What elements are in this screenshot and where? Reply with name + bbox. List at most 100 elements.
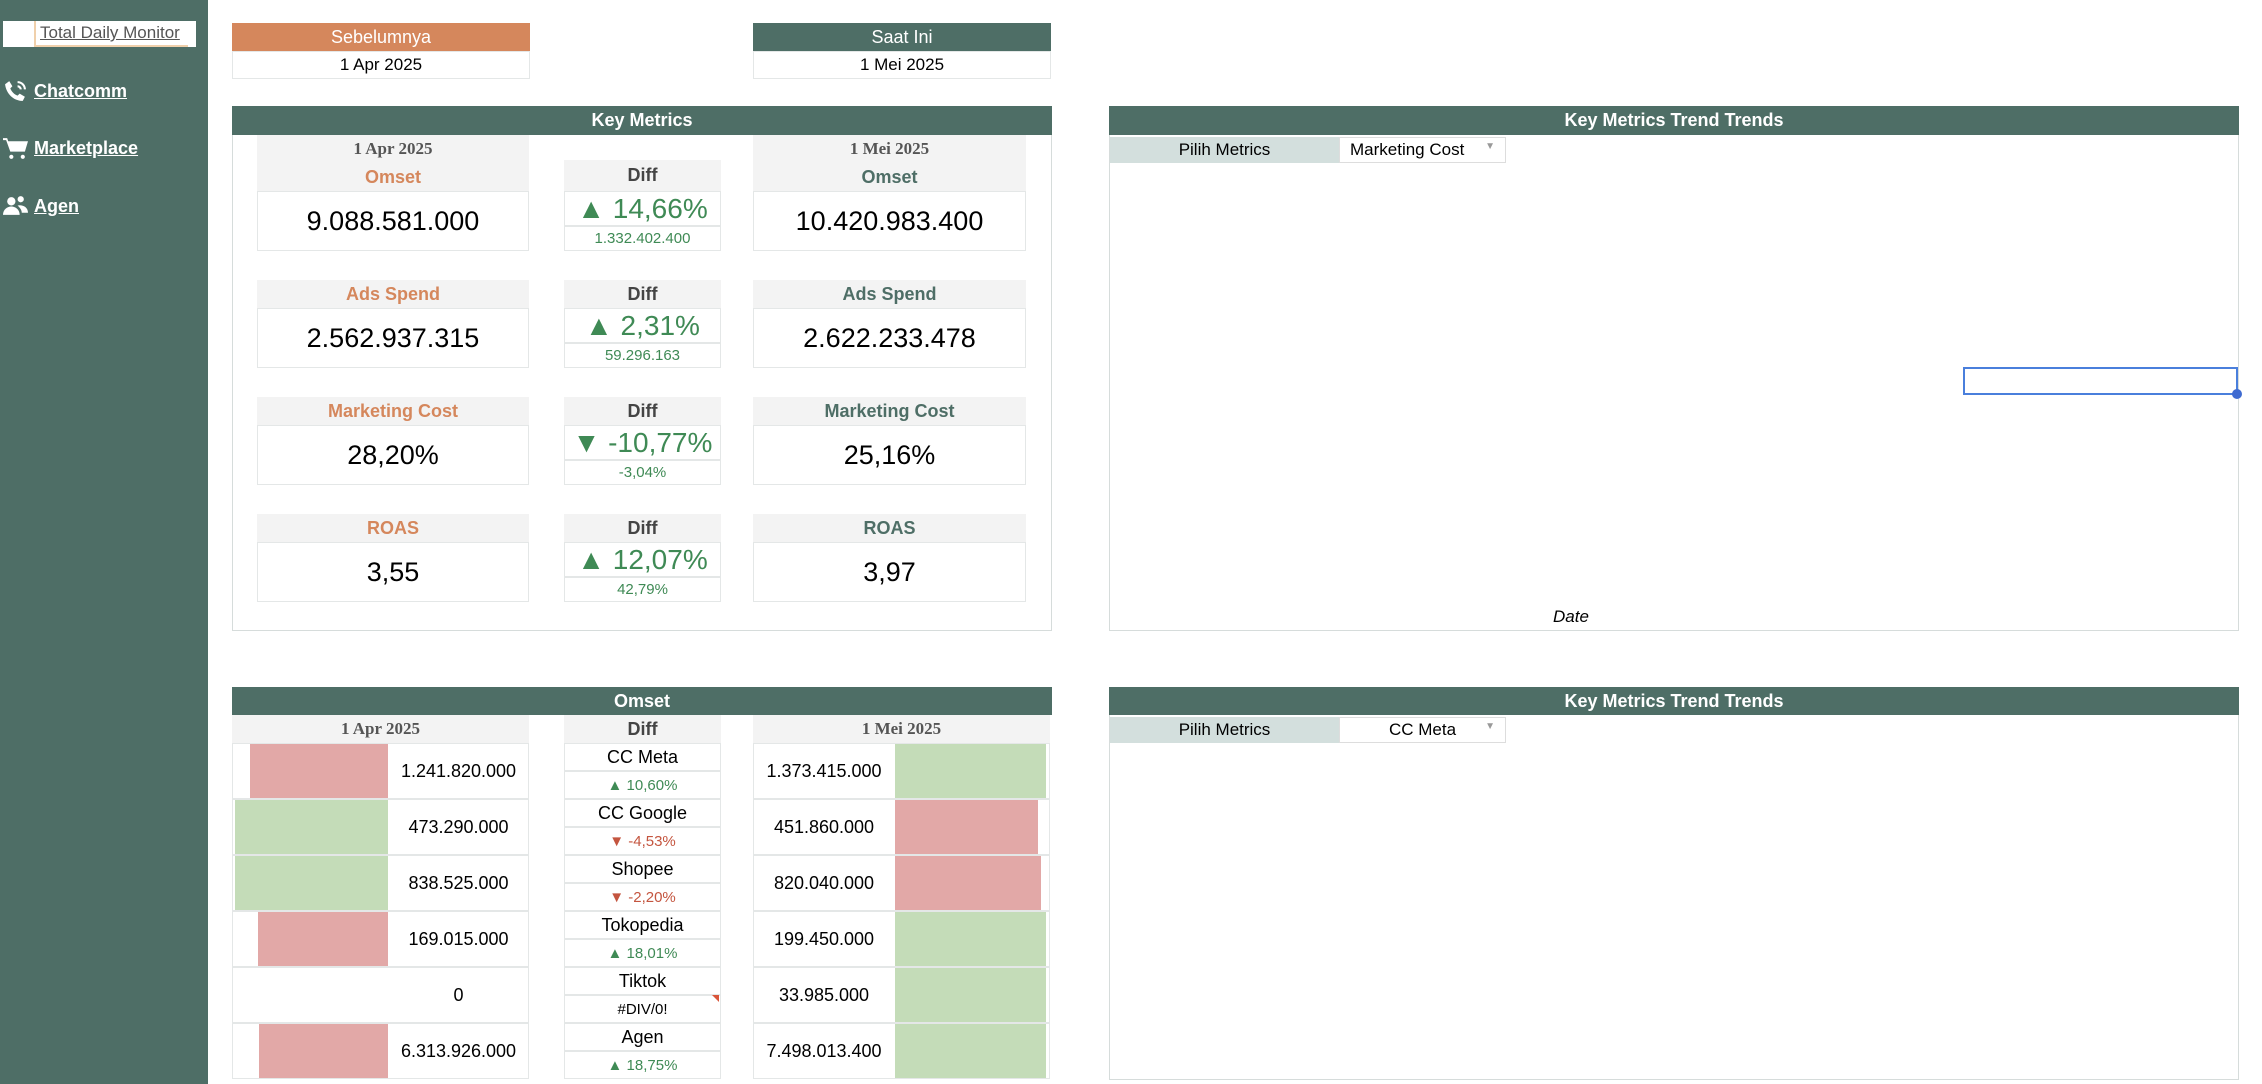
sidebar-item-chatcomm[interactable]: Chatcomm (3, 79, 127, 104)
channel-diff: ▲ 18,01% (564, 939, 721, 967)
channel-diff: ▲ 18,75% (564, 1051, 721, 1079)
channel-diff: #DIV/0! (564, 995, 721, 1023)
chevron-down-icon: ▼ (1485, 721, 1495, 732)
metric-label-curr: Ads Spend (753, 280, 1026, 308)
metric-label-curr: Omset (753, 163, 1026, 191)
metric-value-curr: 10.420.983.400 (753, 191, 1026, 251)
channel-name: CC Google (564, 799, 721, 827)
metric-label-curr: ROAS (753, 514, 1026, 542)
metric-value-curr: 3,97 (753, 542, 1026, 602)
key-metrics-curr-date: 1 Mei 2025 (753, 135, 1026, 163)
sidebar-item-marketplace[interactable]: Marketplace (3, 136, 138, 161)
metric-label-prev: Omset (257, 163, 529, 191)
current-period-header: Saat Ini (753, 23, 1051, 51)
diff-label: Diff (564, 397, 721, 425)
metric-dropdown-bottom[interactable]: CC Meta ▼ (1339, 717, 1506, 743)
current-date-cell[interactable]: 1 Mei 2025 (753, 51, 1051, 79)
error-comment-marker-icon (712, 995, 719, 1002)
diff-absolute: 1.332.402.400 (564, 226, 721, 251)
x-axis-label: Date (1553, 607, 1589, 626)
key-metrics-prev-date: 1 Apr 2025 (257, 135, 529, 163)
omset-prev-date: 1 Apr 2025 (232, 715, 529, 743)
chevron-down-icon: ▼ (1485, 141, 1495, 152)
omset-value-prev: 6.313.926.000 (400, 1040, 517, 1061)
data-bar-prev (259, 1024, 388, 1078)
channel-diff: ▲ 10,60% (564, 771, 721, 799)
omset-value-curr: 33.985.000 (778, 984, 870, 1005)
key-metrics-title: Key Metrics (232, 106, 1052, 135)
metric-value-prev: 2.562.937.315 (257, 308, 529, 368)
omset-value-prev: 838.525.000 (408, 872, 509, 893)
users-icon (3, 196, 28, 215)
data-bar-curr (895, 856, 1041, 910)
sidebar-item-total-daily-monitor[interactable]: Total Daily Monitor (3, 21, 196, 47)
trend-title-bottom: Key Metrics Trend Trends (1109, 687, 2239, 715)
metric-label-curr: Marketing Cost (753, 397, 1026, 425)
fill-handle[interactable] (2232, 389, 2242, 399)
sidebar-item-agen[interactable]: Agen (3, 194, 79, 219)
data-bar-prev (250, 744, 388, 798)
data-bar-curr (895, 1024, 1046, 1078)
diff-label: Diff (564, 514, 721, 542)
omset-value-curr: 199.450.000 (773, 928, 875, 949)
sidebar-item-label: Agen (34, 196, 79, 216)
diff-percent: ▼ -10,77% (564, 425, 721, 460)
cart-icon (3, 138, 28, 159)
metric-value-prev: 9.088.581.000 (257, 191, 529, 251)
diff-label: Diff (564, 160, 721, 191)
metric-label-prev: ROAS (257, 514, 529, 542)
diff-percent: ▲ 12,07% (564, 542, 721, 577)
diff-absolute: 42,79% (564, 577, 721, 602)
diff-percent: ▲ 14,66% (564, 191, 721, 226)
metric-value-prev: 28,20% (257, 425, 529, 485)
omset-curr-date: 1 Mei 2025 (753, 715, 1050, 743)
bars-icon (3, 24, 28, 44)
previous-date-cell[interactable]: 1 Apr 2025 (232, 51, 530, 79)
omset-value-prev: 169.015.000 (408, 928, 509, 949)
pick-metrics-label-bottom: Pilih Metrics (1110, 717, 1339, 743)
omset-value-prev: 0 (453, 984, 464, 1005)
pick-metrics-label-top: Pilih Metrics (1110, 137, 1339, 163)
metric-value-curr: 2.622.233.478 (753, 308, 1026, 368)
diff-percent: ▲ 2,31% (564, 308, 721, 343)
data-bar-curr (895, 968, 1046, 1022)
metric-dropdown-top[interactable]: Marketing Cost ▼ (1339, 137, 1506, 163)
metric-label-prev: Ads Spend (257, 280, 529, 308)
trend-title-top: Key Metrics Trend Trends (1109, 106, 2239, 135)
sidebar: Total Daily Monitor Chatcomm Marketplace… (0, 0, 208, 1084)
omset-value-prev: 473.290.000 (408, 816, 509, 837)
channel-name: Tiktok (564, 967, 721, 995)
omset-title: Omset (232, 687, 1052, 715)
metric-dropdown-value: Marketing Cost (1350, 140, 1465, 159)
data-bar-curr (895, 744, 1046, 798)
metric-dropdown-value: CC Meta (1388, 720, 1457, 739)
selected-cell[interactable] (1963, 367, 2238, 395)
omset-row-prev (232, 967, 529, 1023)
channel-diff: ▼ -2,20% (564, 883, 721, 911)
phone-icon (5, 81, 26, 101)
metric-label-prev: Marketing Cost (257, 397, 529, 425)
channel-name: Shopee (564, 855, 721, 883)
channel-name: Tokopedia (564, 911, 721, 939)
sidebar-item-label: Chatcomm (34, 81, 128, 101)
data-bar-prev (235, 856, 388, 910)
sidebar-item-label: Total Daily Monitor (34, 21, 188, 47)
sidebar-item-label: Marketplace (34, 138, 139, 158)
channel-name: Agen (564, 1023, 721, 1051)
omset-value-curr: 1.373.415.000 (766, 760, 882, 781)
data-bar-curr (895, 912, 1046, 966)
data-bar-prev (235, 800, 388, 854)
diff-absolute: 59.296.163 (564, 343, 721, 368)
data-bar-prev (258, 912, 388, 966)
previous-period-header: Sebelumnya (232, 23, 530, 51)
omset-value-curr: 451.860.000 (773, 816, 875, 837)
omset-value-curr: 820.040.000 (773, 872, 875, 893)
diff-label: Diff (564, 280, 721, 308)
data-bar-curr (895, 800, 1038, 854)
channel-diff: ▼ -4,53% (564, 827, 721, 855)
omset-diff-header: Diff (564, 715, 721, 743)
metric-value-prev: 3,55 (257, 542, 529, 602)
trend-chart-panel-bottom (1109, 687, 2239, 1080)
metric-value-curr: 25,16% (753, 425, 1026, 485)
channel-name: CC Meta (564, 743, 721, 771)
